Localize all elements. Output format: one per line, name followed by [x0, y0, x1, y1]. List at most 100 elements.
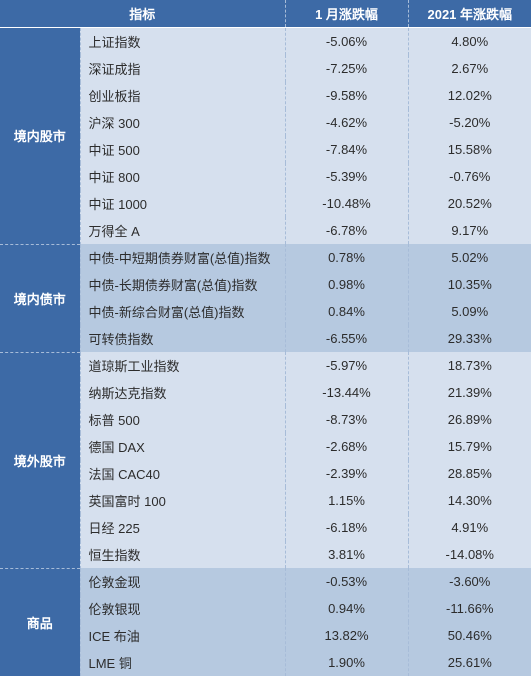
- table-row: 纳斯达克指数-13.44%21.39%: [0, 379, 531, 406]
- group-label: 境内股市: [0, 28, 80, 245]
- indicator-name: 日经 225: [80, 514, 285, 541]
- year-2021-change-value: 5.02%: [408, 244, 531, 271]
- indicator-name: 德国 DAX: [80, 433, 285, 460]
- indicator-name: 伦敦银现: [80, 595, 285, 622]
- market-table: 指标 1 月涨跌幅 2021 年涨跌幅 境内股市上证指数-5.06%4.80%深…: [0, 0, 531, 676]
- year-2021-change-value: 4.91%: [408, 514, 531, 541]
- jan-change-value: 1.15%: [285, 487, 408, 514]
- jan-change-value: -4.62%: [285, 109, 408, 136]
- indicator-name: ICE 布油: [80, 622, 285, 649]
- year-2021-change-value: 28.85%: [408, 460, 531, 487]
- indicator-name: 上证指数: [80, 28, 285, 56]
- year-2021-change-value: 18.73%: [408, 352, 531, 379]
- year-2021-change-value: -5.20%: [408, 109, 531, 136]
- table-row: 深证成指-7.25%2.67%: [0, 55, 531, 82]
- table-row: ICE 布油13.82%50.46%: [0, 622, 531, 649]
- indicator-name: LME 铜: [80, 649, 285, 676]
- jan-change-value: -5.97%: [285, 352, 408, 379]
- year-2021-change-value: 21.39%: [408, 379, 531, 406]
- table-row: 中证 500-7.84%15.58%: [0, 136, 531, 163]
- table-row: 境内股市上证指数-5.06%4.80%: [0, 28, 531, 56]
- table-row: 商品伦敦金现-0.53%-3.60%: [0, 568, 531, 595]
- jan-change-value: -7.25%: [285, 55, 408, 82]
- year-2021-change-value: 5.09%: [408, 298, 531, 325]
- jan-change-value: -0.53%: [285, 568, 408, 595]
- year-2021-change-value: 4.80%: [408, 28, 531, 56]
- indicator-name: 伦敦金现: [80, 568, 285, 595]
- table-row: 中债-新综合财富(总值)指数0.84%5.09%: [0, 298, 531, 325]
- table-row: 万得全 A-6.78%9.17%: [0, 217, 531, 244]
- table-row: 标普 500-8.73%26.89%: [0, 406, 531, 433]
- year-2021-change-value: 15.79%: [408, 433, 531, 460]
- jan-change-value: -13.44%: [285, 379, 408, 406]
- year-2021-change-value: 14.30%: [408, 487, 531, 514]
- table-row: 境内债市中债-中短期债券财富(总值)指数0.78%5.02%: [0, 244, 531, 271]
- market-table-body: 境内股市上证指数-5.06%4.80%深证成指-7.25%2.67%创业板指-9…: [0, 28, 531, 676]
- jan-change-value: -2.39%: [285, 460, 408, 487]
- jan-change-value: -5.39%: [285, 163, 408, 190]
- market-table-container: 指标 1 月涨跌幅 2021 年涨跌幅 境内股市上证指数-5.06%4.80%深…: [0, 0, 531, 676]
- indicator-name: 纳斯达克指数: [80, 379, 285, 406]
- year-2021-change-value: 12.02%: [408, 82, 531, 109]
- year-2021-change-value: -14.08%: [408, 541, 531, 568]
- indicator-name: 中债-中短期债券财富(总值)指数: [80, 244, 285, 271]
- jan-change-value: -5.06%: [285, 28, 408, 56]
- indicator-name: 恒生指数: [80, 541, 285, 568]
- jan-change-value: 0.94%: [285, 595, 408, 622]
- indicator-name: 法国 CAC40: [80, 460, 285, 487]
- jan-change-value: 13.82%: [285, 622, 408, 649]
- jan-change-value: -6.78%: [285, 217, 408, 244]
- table-row: 恒生指数3.81%-14.08%: [0, 541, 531, 568]
- header-row: 指标 1 月涨跌幅 2021 年涨跌幅: [0, 0, 531, 28]
- year-2021-change-value: -0.76%: [408, 163, 531, 190]
- jan-change-value: -6.55%: [285, 325, 408, 352]
- header-jan-change: 1 月涨跌幅: [285, 0, 408, 28]
- jan-change-value: -7.84%: [285, 136, 408, 163]
- year-2021-change-value: 9.17%: [408, 217, 531, 244]
- table-row: 中债-长期债券财富(总值)指数0.98%10.35%: [0, 271, 531, 298]
- year-2021-change-value: 50.46%: [408, 622, 531, 649]
- indicator-name: 标普 500: [80, 406, 285, 433]
- jan-change-value: -8.73%: [285, 406, 408, 433]
- year-2021-change-value: 26.89%: [408, 406, 531, 433]
- jan-change-value: -9.58%: [285, 82, 408, 109]
- indicator-name: 沪深 300: [80, 109, 285, 136]
- jan-change-value: 0.78%: [285, 244, 408, 271]
- table-row: 德国 DAX-2.68%15.79%: [0, 433, 531, 460]
- table-row: 中证 800-5.39%-0.76%: [0, 163, 531, 190]
- indicator-name: 中债-长期债券财富(总值)指数: [80, 271, 285, 298]
- year-2021-change-value: 15.58%: [408, 136, 531, 163]
- table-row: LME 铜1.90%25.61%: [0, 649, 531, 676]
- indicator-name: 道琼斯工业指数: [80, 352, 285, 379]
- indicator-name: 中债-新综合财富(总值)指数: [80, 298, 285, 325]
- table-row: 法国 CAC40-2.39%28.85%: [0, 460, 531, 487]
- indicator-name: 深证成指: [80, 55, 285, 82]
- indicator-name: 中证 500: [80, 136, 285, 163]
- group-label: 境外股市: [0, 352, 80, 568]
- jan-change-value: -6.18%: [285, 514, 408, 541]
- jan-change-value: 1.90%: [285, 649, 408, 676]
- indicator-name: 可转债指数: [80, 325, 285, 352]
- table-row: 境外股市道琼斯工业指数-5.97%18.73%: [0, 352, 531, 379]
- jan-change-value: 3.81%: [285, 541, 408, 568]
- jan-change-value: 0.98%: [285, 271, 408, 298]
- year-2021-change-value: -11.66%: [408, 595, 531, 622]
- year-2021-change-value: 29.33%: [408, 325, 531, 352]
- header-indicator: 指标: [0, 0, 285, 28]
- jan-change-value: -10.48%: [285, 190, 408, 217]
- indicator-name: 万得全 A: [80, 217, 285, 244]
- year-2021-change-value: 2.67%: [408, 55, 531, 82]
- year-2021-change-value: 10.35%: [408, 271, 531, 298]
- group-label: 境内债市: [0, 244, 80, 352]
- indicator-name: 中证 1000: [80, 190, 285, 217]
- header-2021-change: 2021 年涨跌幅: [408, 0, 531, 28]
- indicator-name: 英国富时 100: [80, 487, 285, 514]
- table-row: 英国富时 1001.15%14.30%: [0, 487, 531, 514]
- year-2021-change-value: 20.52%: [408, 190, 531, 217]
- year-2021-change-value: -3.60%: [408, 568, 531, 595]
- table-row: 沪深 300-4.62%-5.20%: [0, 109, 531, 136]
- indicator-name: 中证 800: [80, 163, 285, 190]
- table-row: 可转债指数-6.55%29.33%: [0, 325, 531, 352]
- indicator-name: 创业板指: [80, 82, 285, 109]
- year-2021-change-value: 25.61%: [408, 649, 531, 676]
